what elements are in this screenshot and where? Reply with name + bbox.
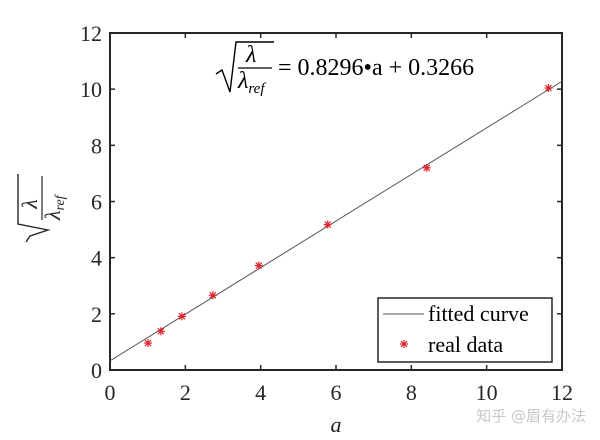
data-point-asterisk: [323, 220, 332, 229]
y-tick-label: 4: [91, 246, 102, 271]
x-tick-label: 0: [105, 380, 116, 405]
legend-item-fitted-curve: fitted curve: [428, 301, 529, 326]
data-point-asterisk: [156, 327, 165, 336]
data-point-asterisk: [422, 163, 431, 172]
x-axis-label: a: [331, 412, 342, 437]
data-point-asterisk: [254, 261, 263, 270]
data-point-asterisk: [144, 339, 153, 348]
data-point-asterisk: [208, 291, 217, 300]
equation-denominator: λref: [237, 68, 266, 97]
equation-annotation: λ λref = 0.8296•a + 0.3266: [215, 41, 474, 97]
x-tick-label: 6: [331, 380, 342, 405]
y-tick-label: 12: [80, 21, 102, 46]
x-axis-ticks: 0 2 4 6 8 10 12: [105, 33, 573, 405]
svg-text:λ: λ: [17, 199, 42, 210]
data-point-asterisk: [544, 84, 553, 93]
x-tick-label: 8: [406, 380, 417, 405]
y-tick-label: 6: [91, 190, 102, 215]
x-tick-label: 4: [255, 380, 266, 405]
watermark: 知乎 @眉有办法: [476, 407, 586, 425]
y-tick-label: 0: [91, 358, 102, 383]
equation-rhs: = 0.8296•a + 0.3266: [278, 55, 474, 81]
fitted-curve-line: [109, 80, 563, 362]
real-data-points: [144, 84, 553, 348]
legend: fitted curve real data: [377, 297, 553, 363]
x-tick-label: 12: [551, 380, 573, 405]
x-tick-label: 2: [180, 380, 191, 405]
y-tick-label: 8: [91, 133, 102, 158]
legend-item-real-data: real data: [428, 332, 503, 357]
data-point-asterisk: [177, 312, 186, 321]
svg-text:λref: λref: [40, 193, 68, 221]
equation-numerator: λ: [245, 42, 256, 68]
y-tick-label: 10: [80, 77, 102, 102]
y-axis-label: λ λref: [17, 174, 68, 243]
legend-asterisk-icon: [400, 340, 408, 348]
y-tick-label: 2: [91, 302, 102, 327]
x-tick-label: 10: [476, 380, 498, 405]
y-axis-ticks: 0 2 4 6 8 10 12: [80, 21, 562, 383]
